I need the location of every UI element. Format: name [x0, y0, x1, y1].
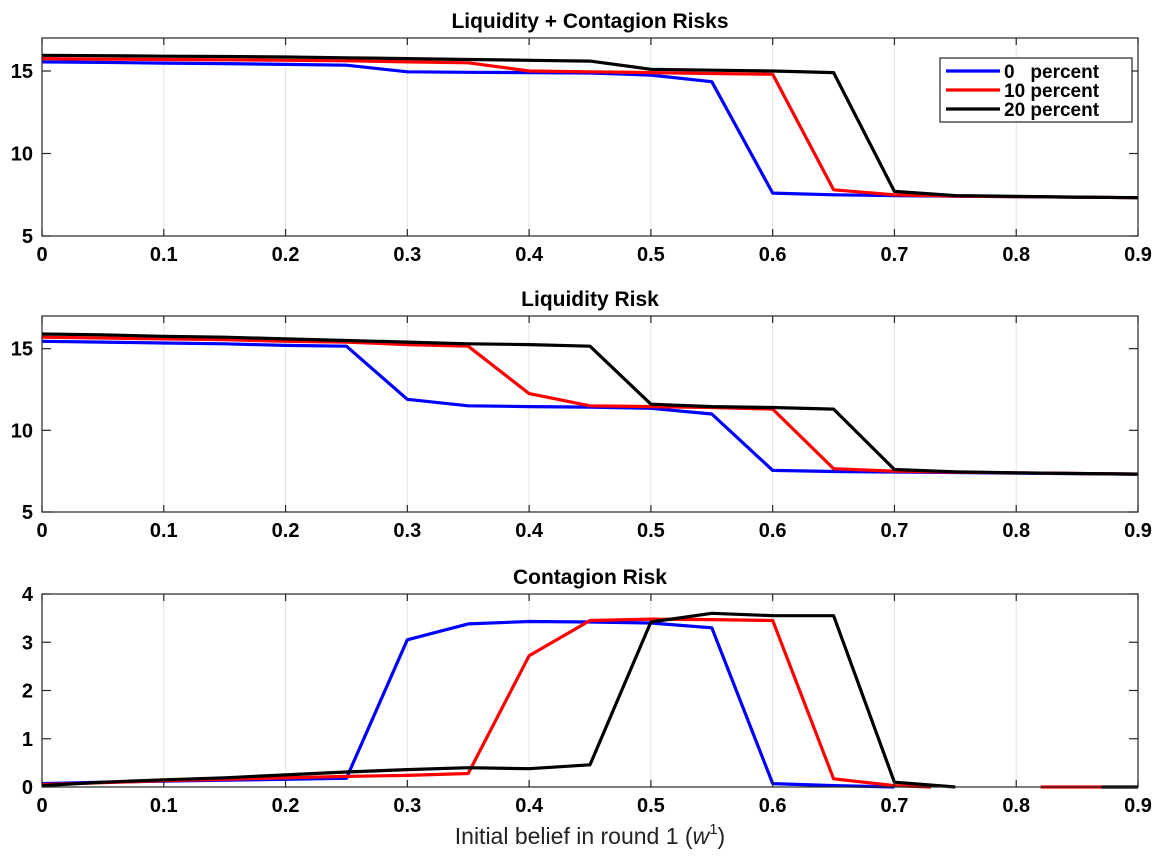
x-tick-label: 0.2 [272, 244, 300, 266]
series-line-20-percent [41, 332, 1139, 476]
series-line-0-percent [41, 619, 895, 789]
x-tick-label: 0.6 [759, 520, 787, 542]
x-tick-label: 0.9 [1124, 520, 1152, 542]
y-tick-label: 10 [11, 420, 33, 442]
x-tick-label: 0.7 [881, 244, 909, 266]
x-tick-label: 0.3 [393, 520, 421, 542]
x-tick-label: 0.4 [515, 520, 544, 542]
series-line-10-percent [41, 617, 932, 789]
x-tick-label: 0.6 [759, 795, 787, 817]
x-axis-label: Initial belief in round 1 (w1) [455, 821, 725, 849]
legend-label: 20 percent [1004, 100, 1100, 121]
legend-label: 10 percent [1004, 81, 1100, 102]
x-tick-label: 0.9 [1124, 244, 1152, 266]
x-tick-label: 0.6 [759, 244, 787, 266]
y-tick-label: 1 [22, 729, 33, 751]
x-tick-label: 0.2 [272, 520, 300, 542]
axes-box [41, 37, 1139, 237]
series-line-0-percent [41, 339, 1139, 476]
x-tick-label: 0.8 [1002, 244, 1030, 266]
x-tick-label: 0.9 [1124, 795, 1152, 817]
chart-title: Liquidity + Contagion Risks [451, 10, 728, 33]
x-tick-label: 0.3 [393, 244, 421, 266]
x-tick-label: 0.1 [150, 244, 178, 266]
x-tick-label: 0 [36, 795, 47, 817]
x-tick-label: 0 [36, 244, 47, 266]
y-tick-label: 4 [22, 584, 34, 606]
x-tick-label: 0.5 [637, 244, 665, 266]
x-tick-label: 0.8 [1002, 795, 1030, 817]
axes-box [41, 315, 1139, 513]
chart-title: Liquidity Risk [521, 288, 659, 311]
x-tick-label: 0.5 [637, 520, 665, 542]
series-line-20-percent [41, 53, 1139, 200]
y-tick-label: 15 [11, 61, 33, 83]
chart-panel-1: 0 0.1 0.2 0.3 0.4 0.5 0.6 0.7 0.8 0.9 5 10 15 Liquidi… [11, 10, 1152, 266]
y-tick-label: 10 [11, 144, 33, 166]
x-tick-label: 0 [36, 520, 47, 542]
chart-panel-2: 0 0.1 0.2 0.3 0.4 0.5 0.6 0.7 0.8 0.9 5 10 15 Liquidi… [11, 288, 1152, 542]
series-line-20-percent [41, 611, 956, 789]
x-tick-label: 0.3 [393, 795, 421, 817]
x-tick-label: 0.4 [515, 244, 544, 266]
x-tick-label: 0.7 [881, 795, 909, 817]
series-line-10-percent [41, 335, 1139, 476]
chart-panel-3: 0 0.1 0.2 0.3 0.4 0.5 0.6 0.7 0.8 0.9 0 1 2 3 4 Contagi… [22, 566, 1152, 849]
y-tick-label: 5 [22, 226, 33, 248]
legend-label: 0 percent [1004, 62, 1100, 83]
x-tick-label: 0.2 [272, 795, 300, 817]
y-tick-label: 5 [22, 502, 33, 524]
y-tick-label: 0 [22, 777, 33, 799]
x-tick-label: 0.1 [150, 795, 178, 817]
y-tick-label: 2 [22, 681, 33, 703]
x-tick-label: 0.4 [515, 795, 544, 817]
x-tick-label: 0.7 [881, 520, 909, 542]
x-tick-label: 0.1 [150, 520, 178, 542]
x-tick-label: 0.8 [1002, 520, 1030, 542]
y-tick-label: 15 [11, 339, 33, 361]
chart-title: Contagion Risk [513, 566, 667, 589]
x-tick-label: 0.5 [637, 795, 665, 817]
y-tick-label: 3 [22, 632, 33, 654]
